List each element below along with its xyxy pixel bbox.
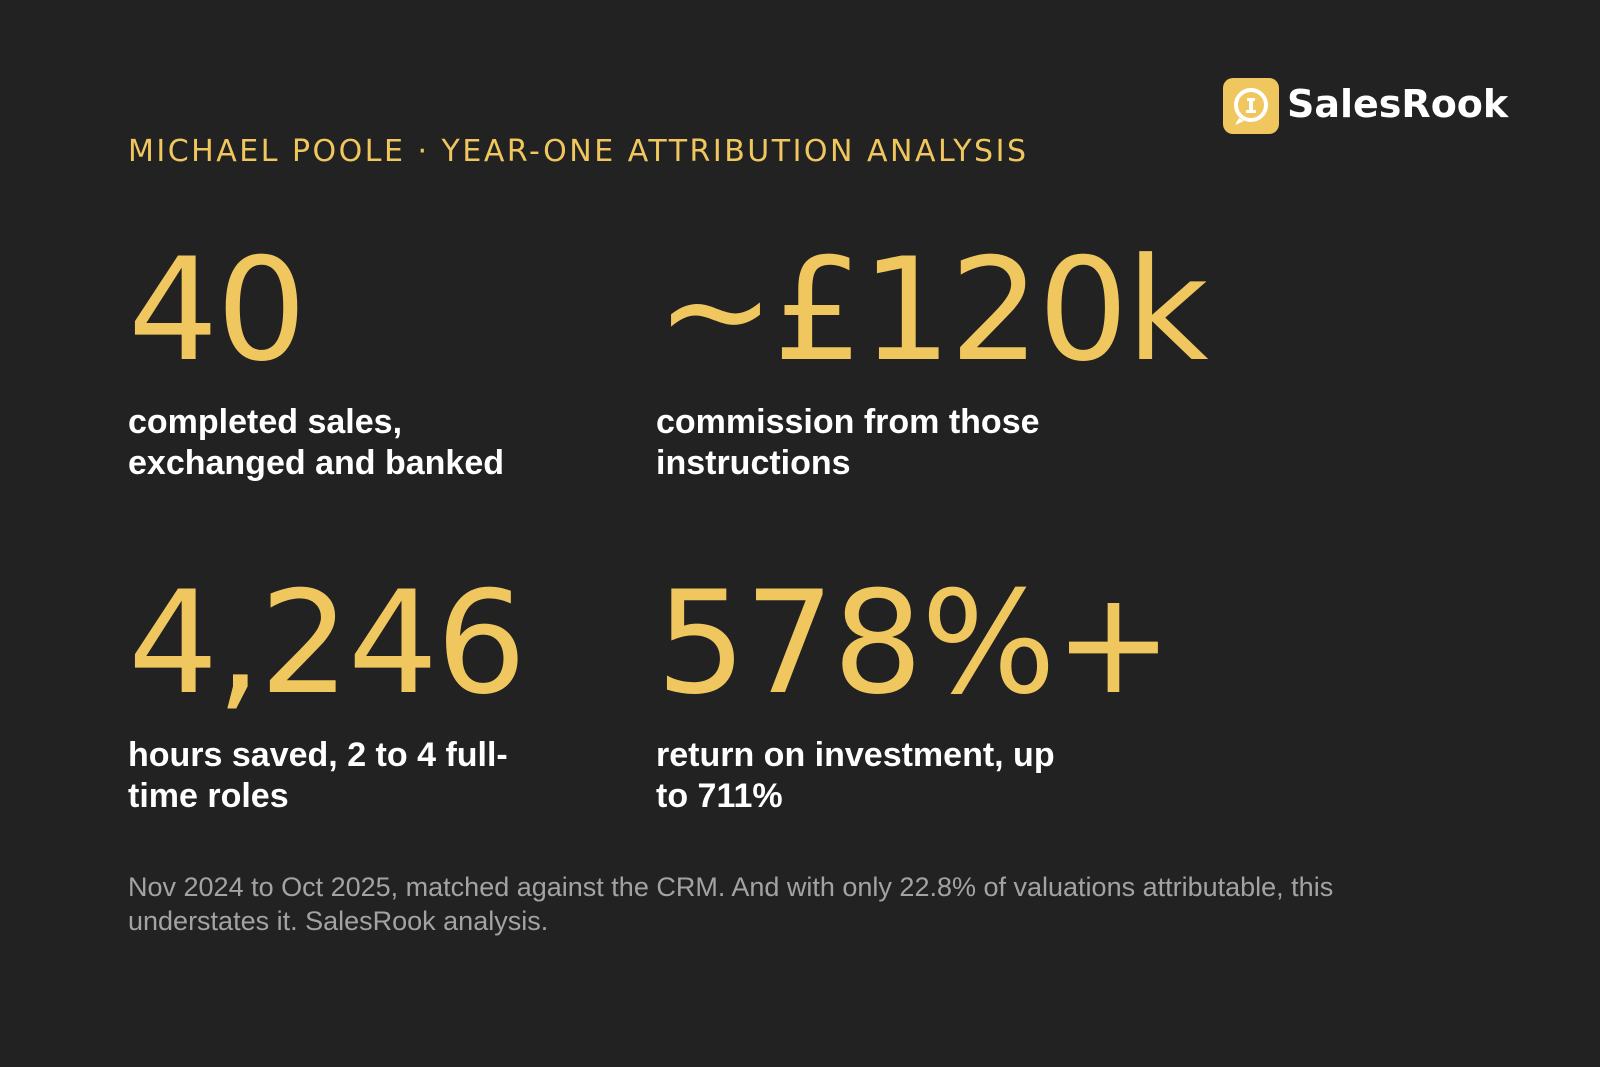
stat-value: ~£120k xyxy=(656,228,1209,393)
footnote: Nov 2024 to Oct 2025, matched against th… xyxy=(128,872,1334,936)
stat: 578%+ return on investment, up to 711% xyxy=(656,561,1173,817)
stat-label: commission from those instructions xyxy=(656,403,1040,482)
stat-value: 40 xyxy=(128,228,307,393)
stat: 40 completed sales, exchanged and banked xyxy=(128,240,568,484)
stat: 4,246 hours saved, 2 to 4 full-time role… xyxy=(128,573,568,817)
brand-logo xyxy=(1223,78,1279,134)
stat-label: completed sales, exchanged and banked xyxy=(128,403,504,482)
stat-label: hours saved, 2 to 4 full-time roles xyxy=(128,736,508,815)
brand-name: SalesRook xyxy=(1287,82,1509,126)
header: MICHAEL POOLE · YEAR-ONE ATTRIBUTION ANA… xyxy=(128,134,1029,169)
stat-label: return on investment, up to 711% xyxy=(656,736,1055,815)
stat: ~£120k commission from those instruction… xyxy=(656,228,1209,484)
stat-value: 4,246 xyxy=(128,561,527,726)
stat-value: 578%+ xyxy=(656,561,1173,726)
